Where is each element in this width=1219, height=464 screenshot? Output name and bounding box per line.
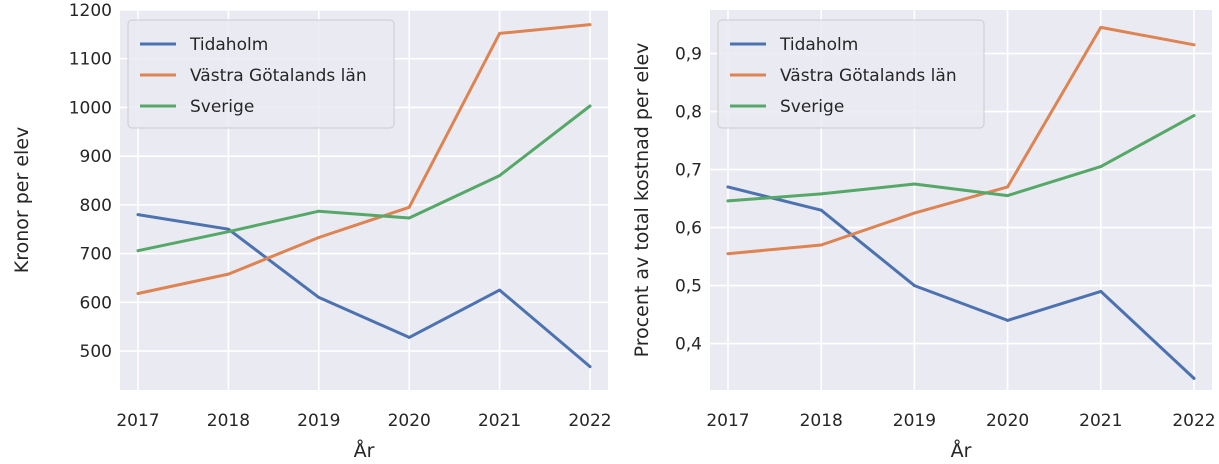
legend-label: Tidaholm bbox=[779, 35, 858, 55]
data-point bbox=[1099, 165, 1103, 169]
x-tick-label: 2020 bbox=[986, 411, 1029, 431]
series-line-2 bbox=[136, 104, 592, 253]
y-tick-label: 0,4 bbox=[675, 335, 702, 355]
x-axis-label: År bbox=[951, 439, 972, 462]
legend-label: Tidaholm bbox=[189, 35, 268, 55]
series-line-2 bbox=[726, 114, 1196, 203]
y-tick-label: 500 bbox=[80, 342, 112, 362]
data-point bbox=[1192, 43, 1196, 47]
x-tick-label: 2021 bbox=[478, 411, 521, 431]
data-point bbox=[819, 208, 823, 212]
legend-box bbox=[717, 19, 985, 129]
data-point bbox=[588, 23, 592, 27]
data-point bbox=[227, 227, 230, 231]
y-tick-label: 0,5 bbox=[675, 277, 702, 297]
data-point bbox=[1192, 376, 1196, 380]
x-tick-label: 2021 bbox=[1079, 411, 1122, 431]
y-tick-label: 0,8 bbox=[675, 103, 702, 123]
y-tick-label: 700 bbox=[80, 245, 112, 265]
x-tick-label: 2017 bbox=[706, 411, 749, 431]
data-point bbox=[913, 284, 916, 287]
legend: Tidaholm Västra Götalands län Sverige bbox=[717, 19, 985, 129]
y-tick-label: 1200 bbox=[69, 1, 112, 21]
data-point bbox=[1099, 289, 1103, 293]
y-tick-label: 900 bbox=[80, 147, 112, 167]
x-tick-label: 2022 bbox=[568, 411, 611, 431]
data-point bbox=[407, 216, 411, 220]
data-point bbox=[407, 335, 411, 339]
data-point bbox=[588, 104, 592, 108]
data-point bbox=[913, 182, 916, 186]
x-tick-label: 2018 bbox=[207, 411, 250, 431]
data-point bbox=[317, 296, 321, 299]
x-axis-label: År bbox=[354, 439, 375, 462]
data-point bbox=[1006, 318, 1009, 322]
x-tick-label: 2018 bbox=[800, 411, 843, 431]
legend: Tidaholm Västra Götalands län Sverige bbox=[127, 19, 395, 129]
y-tick-label: 600 bbox=[80, 293, 112, 313]
y-tick-label: 0,9 bbox=[675, 45, 702, 65]
data-point bbox=[498, 288, 501, 292]
y-axis-label: Kronor per elev bbox=[11, 127, 33, 274]
data-point bbox=[498, 31, 501, 35]
data-point bbox=[1192, 114, 1196, 117]
data-point bbox=[1099, 26, 1103, 29]
data-point bbox=[588, 365, 592, 369]
data-point bbox=[136, 292, 140, 295]
x-tick-label: 2020 bbox=[388, 411, 431, 431]
series-line-1 bbox=[726, 25, 1196, 256]
y-tick-label: 800 bbox=[80, 196, 112, 216]
x-tick-label: 2019 bbox=[893, 411, 936, 431]
data-point bbox=[726, 199, 730, 203]
legend-label: Sverige bbox=[190, 97, 254, 117]
y-tick-label: 1000 bbox=[69, 98, 112, 118]
y-tick-label: 0,7 bbox=[675, 161, 702, 181]
chart-kronor-per-elev: 2017 2018 2019 2020 2021 2022 500 600 700 800 900 1… bbox=[11, 1, 612, 462]
data-point bbox=[227, 230, 230, 234]
data-point bbox=[227, 272, 230, 276]
data-point bbox=[819, 243, 823, 247]
data-point bbox=[317, 236, 321, 239]
data-point bbox=[726, 252, 730, 256]
series-line-0 bbox=[726, 185, 1196, 380]
y-axis-label: Procent av total kostnad per elev bbox=[631, 43, 653, 358]
x-tick-label: 2019 bbox=[297, 411, 340, 431]
series-line-1 bbox=[136, 23, 592, 295]
data-point bbox=[819, 192, 823, 196]
data-point bbox=[317, 209, 321, 213]
series-line-0 bbox=[136, 213, 592, 369]
legend-label: Västra Götalands län bbox=[190, 66, 367, 86]
y-tick-label: 1100 bbox=[69, 50, 112, 70]
data-point bbox=[1006, 185, 1009, 189]
data-point bbox=[1006, 194, 1009, 198]
chart-procent-av-total-kostnad: 2017 2018 2019 2020 2021 2022 0,4 0,5 0,6 0,7 0,8 0… bbox=[631, 10, 1216, 462]
legend-label: Sverige bbox=[780, 97, 844, 117]
x-tick-label: 2022 bbox=[1172, 411, 1215, 431]
data-point bbox=[136, 249, 140, 253]
data-point bbox=[726, 185, 730, 189]
data-point bbox=[407, 205, 411, 209]
data-point bbox=[498, 174, 501, 178]
legend-label: Västra Götalands län bbox=[780, 66, 957, 86]
y-tick-label: 0,6 bbox=[675, 219, 702, 239]
data-point bbox=[136, 213, 140, 217]
x-tick-label: 2017 bbox=[116, 411, 159, 431]
data-point bbox=[913, 211, 916, 215]
legend-box bbox=[127, 19, 395, 129]
